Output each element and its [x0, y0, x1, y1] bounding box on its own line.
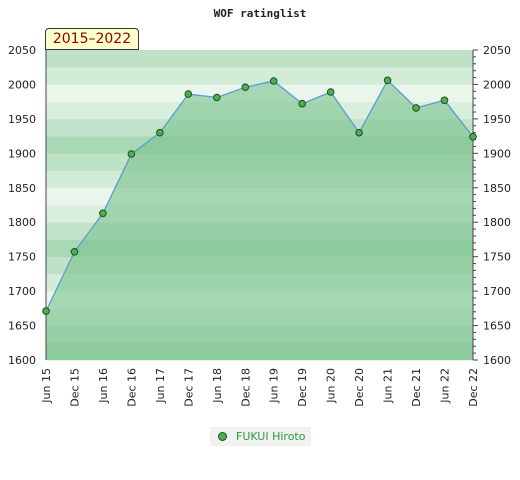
data-point-14 — [440, 96, 449, 105]
x-tick-label-9: Dec 19 — [296, 368, 309, 407]
y-tick-label-left-1750: 1750 — [8, 251, 36, 264]
x-tick-label-3: Dec 16 — [125, 368, 138, 407]
y-axis-right: 1600 1650 1700 1750 1800 1850 1900 1950 2000 2050 — [472, 44, 511, 367]
y-tick-label-right-1700: 1700 — [483, 285, 511, 298]
data-point-8 — [269, 77, 278, 85]
data-point-4 — [156, 128, 164, 137]
x-tick-label-10: Jun 20 — [325, 368, 338, 404]
x-tick-label-4: Jun 17 — [154, 368, 167, 404]
data-point-13 — [412, 104, 420, 112]
y-tick-label-right-1650: 1650 — [483, 320, 511, 333]
data-point-2 — [99, 209, 107, 218]
x-tick-label-7: Dec 18 — [239, 368, 252, 407]
data-point-11 — [355, 128, 363, 137]
y-tick-label-right-1800: 1800 — [483, 216, 511, 229]
x-tick-label-0: Jun 15 — [40, 368, 53, 404]
y-axis-left: 1600 1650 1700 1750 1800 1850 1900 1950 2000 2050 — [8, 44, 47, 367]
date-range-badge: 2015–2022 — [45, 28, 139, 50]
y-tick-label-right-1600: 1600 — [483, 354, 511, 367]
y-tick-label-left-1950: 1950 — [8, 113, 36, 126]
data-point-0 — [42, 307, 50, 315]
y-tick-label-left-1650: 1650 — [8, 320, 36, 333]
band-16 — [46, 67, 473, 85]
x-tick-label-6: Jun 18 — [211, 368, 224, 404]
x-tick-label-5: Dec 17 — [182, 368, 195, 407]
y-tick-label-right-1950: 1950 — [483, 113, 511, 126]
y-tick-label-left-1900: 1900 — [8, 147, 36, 160]
x-tick-label-12: Jun 21 — [382, 368, 395, 404]
y-tick-label-right-2050: 2050 — [483, 44, 511, 57]
data-point-5 — [184, 90, 193, 98]
band-17 — [46, 50, 473, 68]
data-point-3 — [127, 150, 136, 158]
data-point-10 — [326, 88, 335, 96]
y-tick-label-left-1600: 1600 — [8, 354, 36, 367]
x-tick-label-1: Dec 15 — [68, 368, 81, 407]
x-tick-label-8: Jun 19 — [268, 368, 281, 404]
legend-marker-icon — [218, 432, 227, 441]
x-tick-label-13: Dec 21 — [410, 368, 423, 407]
data-point-1 — [70, 248, 79, 256]
data-point-7 — [241, 83, 250, 91]
y-tick-label-left-1800: 1800 — [8, 216, 36, 229]
data-point-12 — [383, 76, 392, 85]
y-tick-label-left-1850: 1850 — [8, 182, 36, 195]
data-point-15 — [469, 133, 477, 141]
area-series — [45, 79, 474, 361]
x-tick-label-15: Dec 22 — [467, 368, 480, 407]
x-tick-label-14: Jun 22 — [439, 368, 452, 404]
y-tick-label-left-2050: 2050 — [8, 44, 36, 57]
x-axis: Jun 15 Dec 15 Jun 16 Dec 16 Jun 17 Dec 17 Jun … — [40, 368, 480, 407]
data-point-6 — [213, 93, 221, 102]
data-point-9 — [298, 99, 307, 108]
x-tick-label-11: Dec 20 — [353, 368, 366, 407]
area-fill — [46, 80, 473, 361]
legend[interactable]: FUKUI Hiroto — [210, 427, 311, 446]
y-tick-label-right-1900: 1900 — [483, 147, 511, 160]
chart-title: WOF ratinglist — [214, 7, 307, 20]
series-line — [45, 79, 474, 312]
legend-label: FUKUI Hiroto — [236, 430, 306, 443]
data-points — [42, 76, 477, 315]
y-tick-label-right-2000: 2000 — [483, 78, 511, 91]
y-tick-label-left-1700: 1700 — [8, 285, 36, 298]
y-tick-label-right-1750: 1750 — [483, 251, 511, 264]
y-tick-label-left-2000: 2000 — [8, 78, 36, 91]
x-tick-label-2: Jun 16 — [97, 368, 110, 404]
y-tick-label-right-1850: 1850 — [483, 182, 511, 195]
